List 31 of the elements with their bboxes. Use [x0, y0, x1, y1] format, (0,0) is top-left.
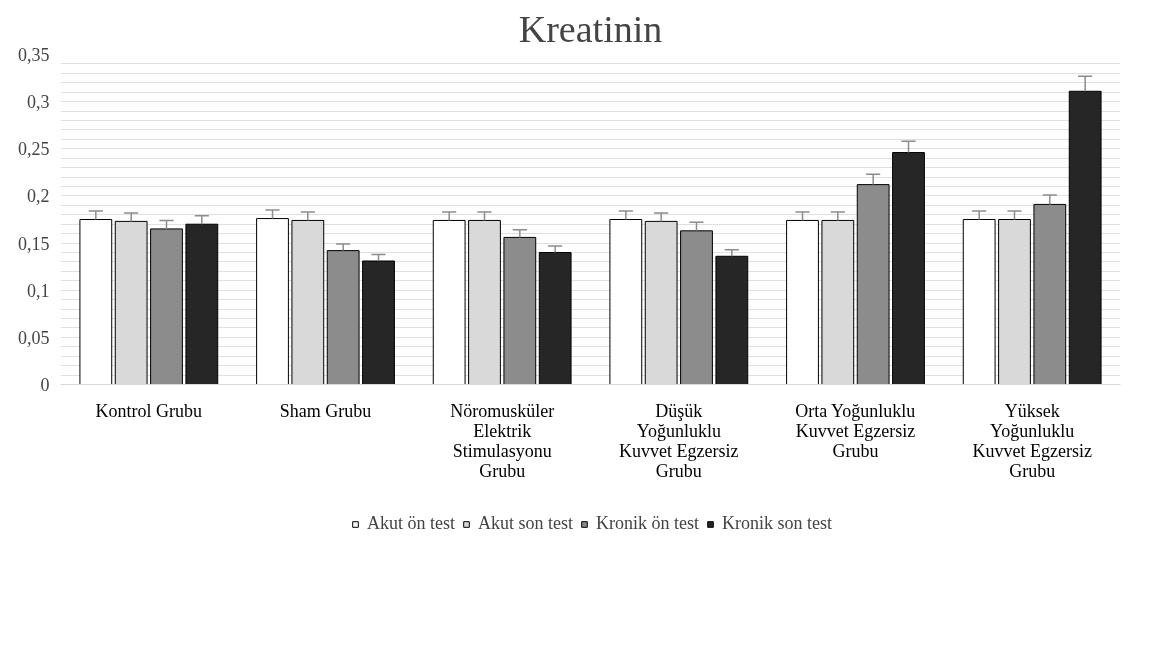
legend-label: Kronik son test	[722, 513, 833, 534]
y-tick-label: 0,05	[18, 327, 50, 348]
y-tick-label: 0,1	[27, 280, 50, 301]
bar	[786, 219, 819, 385]
bar	[362, 260, 395, 385]
bar	[609, 219, 643, 385]
y-tick-label: 0	[40, 375, 50, 395]
y-tick-label: 0,15	[18, 233, 50, 254]
x-tick-label: Düşük Yoğunluklu Kuvvet Egzersiz Grubu	[619, 401, 739, 482]
x-tick-label: Orta Yoğunluklu Kuvvet Egzersiz Grubu	[795, 401, 916, 462]
bar	[185, 223, 219, 385]
legend-label: Kronik ön test	[596, 513, 700, 534]
legend-label: Akut ön test	[366, 513, 455, 534]
y-tick-label: 0,25	[18, 139, 50, 160]
bar	[892, 152, 925, 385]
chart-title: Kreatinin	[518, 7, 663, 50]
bar	[715, 255, 749, 385]
y-tick-label: 0,35	[18, 45, 50, 65]
bar	[1068, 90, 1102, 385]
bar	[962, 219, 996, 385]
bar	[79, 219, 113, 385]
legend-label: Akut son test	[477, 513, 574, 534]
x-tick-label: Nöromusküler Elektrik Stimulasyonu Grubu	[450, 401, 555, 482]
bar	[432, 219, 466, 385]
x-tick-label: Sham Grubu	[279, 401, 372, 422]
x-tick-label: Kontrol Grubu	[95, 401, 203, 422]
y-tick-label: 0,2	[27, 186, 50, 207]
y-tick-label: 0,3	[27, 92, 50, 113]
x-tick-label: Yüksek Yoğunluklu Kuvvet Egzersiz Grubu	[972, 401, 1092, 482]
bar	[256, 218, 289, 385]
bar	[538, 252, 572, 385]
